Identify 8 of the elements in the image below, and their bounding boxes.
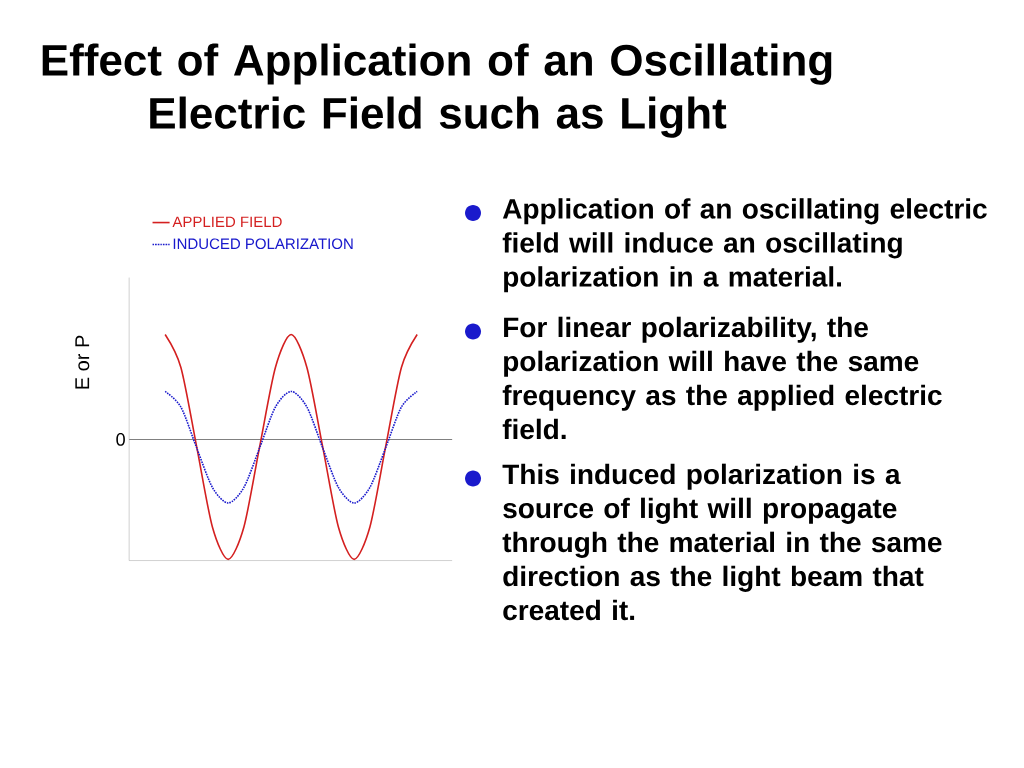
chart-title: Effect of Application of an Oscillating Electric Field such as Light [42,43,832,138]
y-axis-title: E or P [75,335,90,389]
legend-label: INDUCED POLARIZATION [173,238,353,250]
text: For linear polarizability, the polarization will have the same frequency as the applied electric field. [502,316,942,440]
text: This induced polarization is a source of light will propagate through the material in the same direction as the light beam that created it. [502,463,942,621]
legend-label: APPLIED FIELD [172,216,282,227]
ref-line-label: 0 [116,433,125,446]
text: Application of an oscillating electric field will induce an oscillating polarization in a material. [502,198,987,293]
